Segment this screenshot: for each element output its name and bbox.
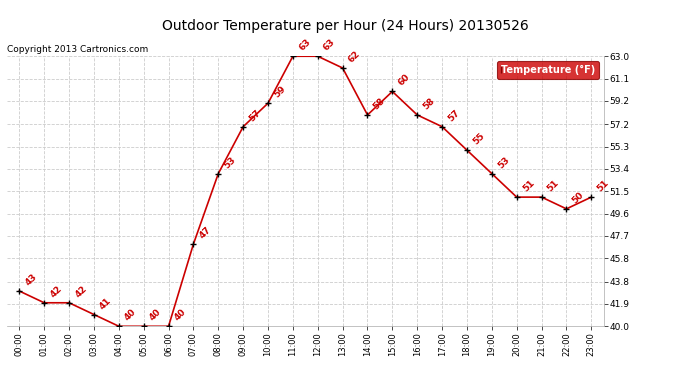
- Text: 51: 51: [595, 178, 611, 194]
- Text: 62: 62: [347, 49, 362, 64]
- Text: 51: 51: [521, 178, 536, 194]
- Text: 42: 42: [48, 284, 63, 299]
- Text: 53: 53: [496, 155, 511, 170]
- Text: 40: 40: [148, 308, 163, 323]
- Text: 47: 47: [197, 225, 213, 240]
- Text: Outdoor Temperature per Hour (24 Hours) 20130526: Outdoor Temperature per Hour (24 Hours) …: [161, 19, 529, 33]
- Text: 57: 57: [446, 108, 462, 123]
- Text: 55: 55: [471, 131, 486, 147]
- Text: 50: 50: [571, 190, 586, 205]
- Text: 51: 51: [546, 178, 561, 194]
- Text: Copyright 2013 Cartronics.com: Copyright 2013 Cartronics.com: [7, 45, 148, 54]
- Text: 63: 63: [322, 38, 337, 53]
- Text: 59: 59: [272, 84, 288, 100]
- Legend: Temperature (°F): Temperature (°F): [497, 61, 599, 79]
- Text: 57: 57: [247, 108, 263, 123]
- Text: 58: 58: [372, 96, 387, 111]
- Text: 53: 53: [222, 155, 237, 170]
- Text: 60: 60: [397, 73, 412, 88]
- Text: 41: 41: [98, 296, 113, 311]
- Text: 40: 40: [172, 308, 188, 323]
- Text: 42: 42: [73, 284, 88, 299]
- Text: 40: 40: [123, 308, 138, 323]
- Text: 58: 58: [422, 96, 437, 111]
- Text: 43: 43: [23, 272, 39, 288]
- Text: 63: 63: [297, 38, 313, 53]
